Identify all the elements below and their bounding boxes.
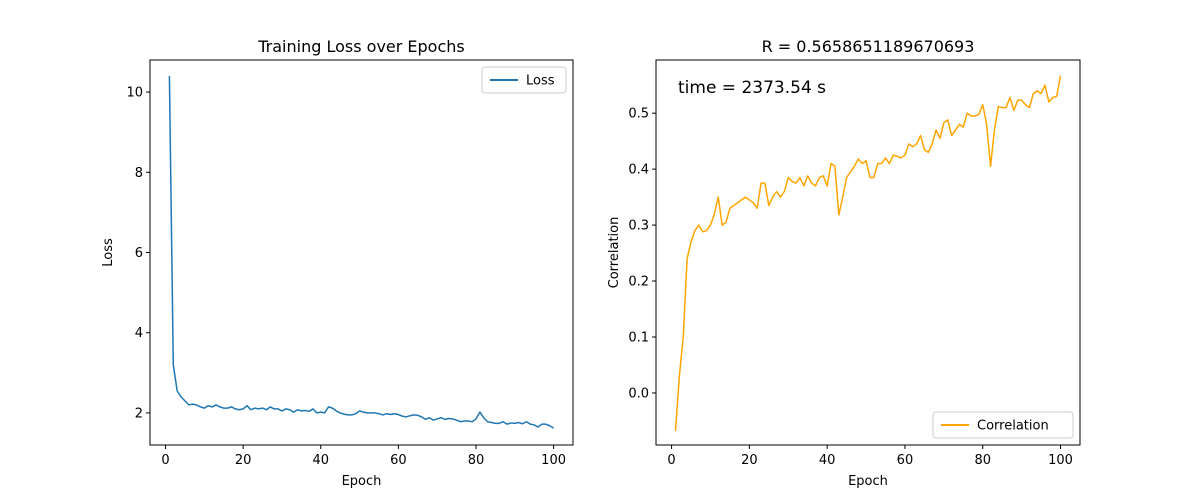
y-tick-label: 0.2 (628, 275, 649, 290)
x-tick-label: 100 (1048, 453, 1073, 468)
y-tick-label: 10 (126, 86, 143, 101)
y-tick-label: 0.4 (628, 163, 649, 178)
y-tick-label: 8 (135, 166, 143, 181)
x-axis-label: Epoch (848, 474, 888, 489)
legend-label: Correlation (977, 419, 1049, 434)
y-tick-label: 0.0 (628, 386, 649, 401)
x-tick-label: 60 (390, 453, 407, 468)
y-axis-label: Correlation (607, 217, 622, 289)
x-tick-label: 0 (161, 453, 169, 468)
y-tick-label: 0.5 (628, 107, 649, 122)
correlation-panel: 0 20 40 60 80 100 0.0 0.1 0.2 0.3 0.4 0.5 R = 0.5658… (607, 37, 1081, 489)
chart-title: Training Loss over Epochs (257, 37, 465, 56)
chart-title: R = 0.5658651189670693 (762, 37, 975, 56)
time-annotation: time = 2373.54 s (678, 78, 826, 98)
x-tick-label: 40 (312, 453, 329, 468)
x-tick-label: 20 (741, 453, 758, 468)
loss-panel: 0 20 40 60 80 100 2 4 6 8 10 Training Loss over Epo… (101, 37, 574, 489)
x-tick-label: 40 (819, 453, 836, 468)
x-tick-label: 80 (974, 453, 991, 468)
series-line-loss (168, 76, 554, 429)
legend: Correlation (932, 411, 1074, 439)
x-axis-label: Epoch (342, 474, 382, 489)
x-tick-label: 100 (541, 453, 566, 468)
y-axis-label: Loss (101, 238, 116, 267)
legend-box (481, 66, 567, 94)
x-tick-label: 80 (468, 453, 485, 468)
y-tick-label: 6 (135, 246, 143, 261)
series-line-correlation (674, 75, 1062, 432)
y-tick-label: 4 (135, 326, 143, 341)
x-tick-label: 20 (235, 453, 252, 468)
y-tick-label: 2 (135, 406, 143, 421)
x-tick-label: 60 (897, 453, 914, 468)
legend: Loss (481, 66, 567, 94)
y-tick-label: 0.3 (628, 219, 649, 234)
plot-area-frame (655, 59, 1081, 446)
x-tick-label: 0 (667, 453, 675, 468)
legend-box (932, 411, 1074, 439)
legend-label: Loss (526, 74, 555, 89)
y-tick-label: 0.1 (628, 330, 649, 345)
